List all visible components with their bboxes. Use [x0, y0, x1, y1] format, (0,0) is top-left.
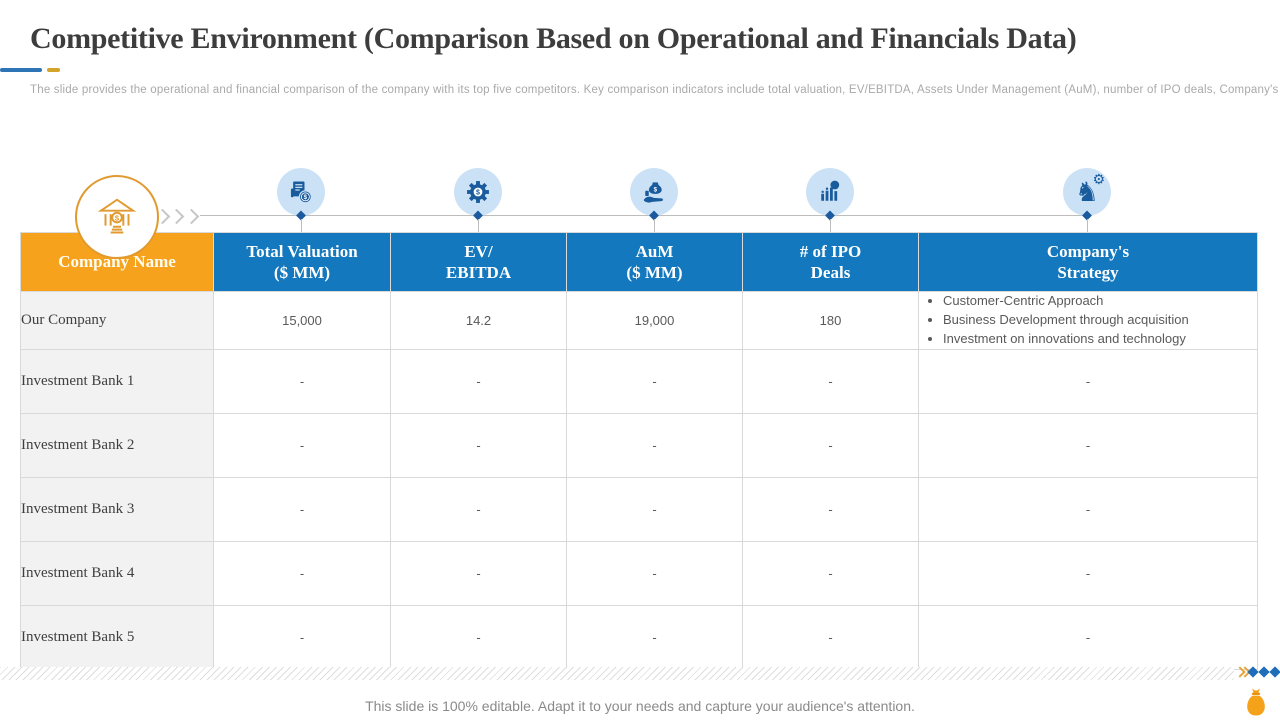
cell-ev-ebitda: - — [390, 604, 567, 670]
hatched-ribbon — [0, 667, 1234, 680]
cell-total-valuation: - — [213, 476, 391, 542]
cell-total-valuation: 15,000 — [213, 291, 391, 350]
slide-description: The slide provides the operational and f… — [30, 84, 1280, 96]
cell-strategy: Customer-Centric Approach Business Devel… — [918, 291, 1258, 350]
timeline-connector — [301, 219, 302, 232]
editable-note: This slide is 100% editable. Adapt it to… — [365, 698, 915, 714]
timeline-node-ev-ebitda: $ — [454, 168, 502, 232]
cell-ipo-deals: - — [742, 604, 919, 670]
cell-aum: 19,000 — [566, 291, 743, 350]
diamond-icon — [1269, 666, 1280, 678]
cell-total-valuation: - — [213, 348, 391, 414]
diamond-icon — [1258, 666, 1270, 678]
cell-strategy: - — [918, 476, 1258, 542]
chevron-right-icon — [183, 208, 200, 225]
cell-strategy: - — [918, 412, 1258, 478]
cell-aum: - — [566, 412, 743, 478]
timeline-connector — [478, 219, 479, 232]
cell-aum: - — [566, 476, 743, 542]
timeline-connector — [654, 219, 655, 232]
column-header-ev-ebitda: EV/ EBITDA — [390, 232, 567, 292]
timeline-chevrons-icon — [154, 208, 200, 227]
table-row: Investment Bank 2 - - - - - — [20, 412, 1258, 478]
column-header-strategy: Company's Strategy — [918, 232, 1258, 292]
cell-aum: - — [566, 540, 743, 606]
row-label: Investment Bank 1 — [20, 348, 214, 414]
icon-circle: $ — [277, 168, 325, 216]
svg-text:$: $ — [654, 187, 658, 194]
column-header-ipo-deals: # of IPO Deals — [742, 232, 919, 292]
table-row: Investment Bank 5 - - - - - — [20, 604, 1258, 670]
cell-ev-ebitda: - — [390, 476, 567, 542]
cell-ev-ebitda: 14.2 — [390, 291, 567, 350]
timeline-node-ipo-deals — [806, 168, 854, 232]
svg-text:$: $ — [476, 189, 480, 196]
cell-aum: - — [566, 348, 743, 414]
icon-circle — [806, 168, 854, 216]
timeline-connector — [1087, 219, 1088, 232]
row-label: Investment Bank 4 — [20, 540, 214, 606]
cell-total-valuation: - — [213, 604, 391, 670]
icon-circle: $ — [630, 168, 678, 216]
cell-ev-ebitda: - — [390, 540, 567, 606]
cell-ev-ebitda: - — [390, 412, 567, 478]
ribbon-end-decoration — [1234, 666, 1280, 678]
timeline-line — [200, 215, 1086, 216]
gear-dollar-icon: $ — [467, 181, 489, 203]
blue-dash — [0, 68, 42, 72]
cell-ipo-deals: - — [742, 476, 919, 542]
svg-text:$: $ — [304, 194, 308, 201]
gear-glyph: ⚙ — [1092, 172, 1105, 188]
page-title: Competitive Environment (Comparison Base… — [30, 22, 1077, 55]
chess-knight-gear-icon: ♞ ⚙ — [1063, 168, 1111, 216]
cell-ev-ebitda: - — [390, 348, 567, 414]
cell-strategy: - — [918, 348, 1258, 414]
timeline-node-total-valuation: $ — [277, 168, 325, 232]
table-header-row: Company Name Total Valuation ($ MM) EV/ … — [20, 232, 1258, 292]
row-label: Our Company — [20, 291, 214, 350]
strategy-bullet-list: Customer-Centric Approach Business Devel… — [919, 292, 1257, 349]
cell-aum: - — [566, 604, 743, 670]
strategy-bullet: Customer-Centric Approach — [943, 292, 1257, 311]
growth-bar-chart-icon — [821, 180, 840, 201]
yellow-dash — [47, 68, 60, 72]
knight-glyph: ♞ — [1074, 176, 1100, 208]
timeline-node-strategy: ♞ ⚙ — [1063, 168, 1111, 232]
table-row: Investment Bank 3 - - - - - — [20, 476, 1258, 542]
bank-icon: $ — [97, 198, 137, 234]
row-label: Investment Bank 2 — [20, 412, 214, 478]
cell-strategy: - — [918, 540, 1258, 606]
svg-text:$: $ — [115, 213, 120, 222]
row-label: Investment Bank 5 — [20, 604, 214, 670]
cell-total-valuation: - — [213, 540, 391, 606]
cell-total-valuation: - — [213, 412, 391, 478]
column-header-aum: AuM ($ MM) — [566, 232, 743, 292]
icon-circle: ♞ ⚙ — [1063, 168, 1111, 216]
company-badge: $ — [75, 175, 159, 259]
cell-ipo-deals: - — [742, 412, 919, 478]
timeline-connector — [830, 219, 831, 232]
hand-money-bag-icon: $ — [643, 182, 664, 203]
diamond-icon — [1247, 666, 1259, 678]
chevron-right-icon — [169, 208, 185, 225]
table-row: Our Company 15,000 14.2 19,000 180 Custo… — [20, 291, 1258, 350]
cell-ipo-deals: - — [742, 540, 919, 606]
invoice-coin-icon: $ — [290, 181, 312, 204]
column-header-total-valuation: Total Valuation ($ MM) — [213, 232, 391, 292]
table-row: Investment Bank 1 - - - - - — [20, 348, 1258, 414]
strategy-bullet: Investment on innovations and technology — [943, 330, 1257, 349]
money-bag-icon — [1247, 688, 1265, 716]
cell-strategy: - — [918, 604, 1258, 670]
table-row: Investment Bank 4 - - - - - — [20, 540, 1258, 606]
timeline-node-aum: $ — [630, 168, 678, 232]
strategy-bullet: Business Development through acquisition — [943, 311, 1257, 330]
row-label: Investment Bank 3 — [20, 476, 214, 542]
cell-ipo-deals: - — [742, 348, 919, 414]
comparison-table: Company Name Total Valuation ($ MM) EV/ … — [20, 232, 1258, 670]
icon-circle: $ — [454, 168, 502, 216]
cell-ipo-deals: 180 — [742, 291, 919, 350]
